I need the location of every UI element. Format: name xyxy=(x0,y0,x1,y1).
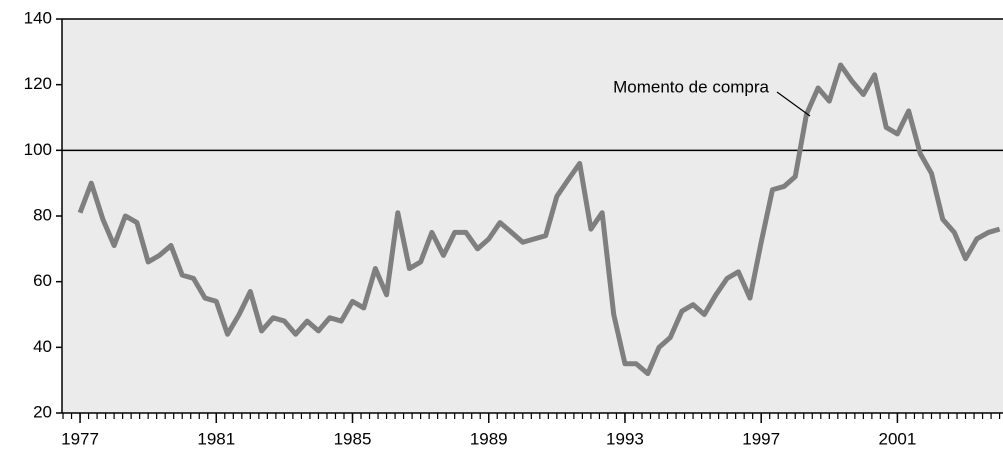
x-tick-label: 1977 xyxy=(61,429,99,448)
annotation-leader xyxy=(776,91,811,117)
y-tick-label: 60 xyxy=(33,271,52,290)
y-tick-label: 80 xyxy=(33,205,52,224)
y-tick-label: 120 xyxy=(24,74,52,93)
x-tick-label: 1989 xyxy=(470,429,508,448)
annotation: Momento de compra xyxy=(613,77,769,96)
y-tick-label: 40 xyxy=(33,337,52,356)
plot-area xyxy=(62,19,1003,413)
y-tick-label: 20 xyxy=(33,402,52,421)
y-tick-label: 140 xyxy=(24,8,52,27)
x-tick-label: 1993 xyxy=(606,429,644,448)
x-tick-label: 1981 xyxy=(197,429,235,448)
x-tick-label: 1985 xyxy=(334,429,372,448)
y-tick-label: 100 xyxy=(24,140,52,159)
x-tick-label: 1997 xyxy=(742,429,780,448)
x-tick-label: 2001 xyxy=(879,429,917,448)
data-line xyxy=(77,62,1001,377)
